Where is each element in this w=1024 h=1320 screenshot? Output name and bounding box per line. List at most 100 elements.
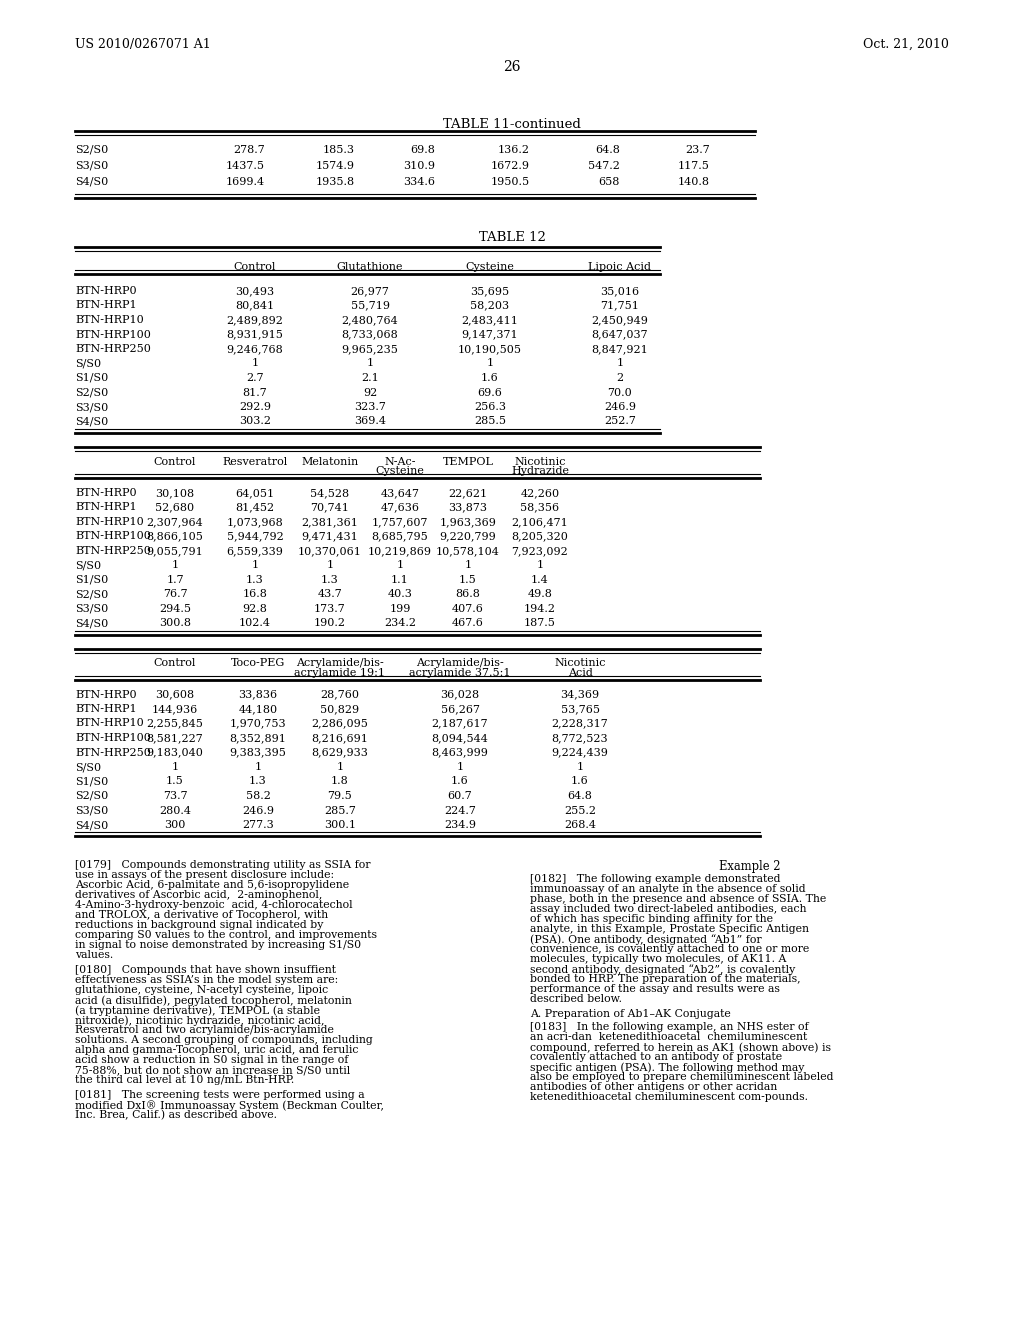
- Text: immunoassay of an analyte in the absence of solid: immunoassay of an analyte in the absence…: [530, 884, 806, 894]
- Text: 22,621: 22,621: [449, 488, 487, 498]
- Text: 9,965,235: 9,965,235: [342, 345, 398, 354]
- Text: BTN-HRP10: BTN-HRP10: [75, 516, 143, 527]
- Text: 256.3: 256.3: [474, 403, 506, 412]
- Text: 2.1: 2.1: [361, 374, 379, 383]
- Text: Control: Control: [154, 659, 197, 668]
- Text: 369.4: 369.4: [354, 417, 386, 426]
- Text: 1699.4: 1699.4: [226, 177, 265, 187]
- Text: 33,836: 33,836: [239, 689, 278, 700]
- Text: Control: Control: [233, 261, 276, 272]
- Text: Lipoic Acid: Lipoic Acid: [589, 261, 651, 272]
- Text: 75-88%, but do not show an increase in S/S0 until: 75-88%, but do not show an increase in S…: [75, 1065, 350, 1076]
- Text: 35,695: 35,695: [470, 286, 510, 296]
- Text: performance of the assay and results were as: performance of the assay and results wer…: [530, 985, 780, 994]
- Text: molecules, typically two molecules, of AK11. A: molecules, typically two molecules, of A…: [530, 954, 786, 964]
- Text: 81,452: 81,452: [236, 502, 274, 512]
- Text: 285.5: 285.5: [474, 417, 506, 426]
- Text: and TROLOX, a derivative of Tocopherol, with: and TROLOX, a derivative of Tocopherol, …: [75, 911, 328, 920]
- Text: 7,923,092: 7,923,092: [512, 545, 568, 556]
- Text: 55,719: 55,719: [350, 301, 389, 310]
- Text: (a tryptamine derivative), TEMPOL (a stable: (a tryptamine derivative), TEMPOL (a sta…: [75, 1006, 319, 1016]
- Text: convenience, is covalently attached to one or more: convenience, is covalently attached to o…: [530, 944, 809, 954]
- Text: 54,528: 54,528: [310, 488, 349, 498]
- Text: 2: 2: [616, 374, 624, 383]
- Text: 86.8: 86.8: [456, 589, 480, 599]
- Text: 1.5: 1.5: [166, 776, 184, 787]
- Text: 8,205,320: 8,205,320: [512, 531, 568, 541]
- Text: [0181]   The screening tests were performed using a: [0181] The screening tests were performe…: [75, 1090, 365, 1101]
- Text: BTN-HRP0: BTN-HRP0: [75, 689, 136, 700]
- Text: 1.1: 1.1: [391, 574, 409, 585]
- Text: 10,370,061: 10,370,061: [298, 545, 361, 556]
- Text: 467.6: 467.6: [452, 618, 484, 628]
- Text: 334.6: 334.6: [403, 177, 435, 187]
- Text: BTN-HRP100: BTN-HRP100: [75, 733, 151, 743]
- Text: 9,224,439: 9,224,439: [552, 747, 608, 758]
- Text: 81.7: 81.7: [243, 388, 267, 397]
- Text: 30,493: 30,493: [236, 286, 274, 296]
- Text: effectiveness as SSIA’s in the model system are:: effectiveness as SSIA’s in the model sys…: [75, 975, 338, 985]
- Text: 26,977: 26,977: [350, 286, 389, 296]
- Text: (PSA). One antibody, designated “Ab1” for: (PSA). One antibody, designated “Ab1” fo…: [530, 935, 762, 945]
- Text: 9,383,395: 9,383,395: [229, 747, 287, 758]
- Text: S4/S0: S4/S0: [75, 820, 109, 830]
- Text: in signal to noise demonstrated by increasing S1/S0: in signal to noise demonstrated by incre…: [75, 940, 361, 950]
- Text: S4/S0: S4/S0: [75, 177, 109, 187]
- Text: 234.2: 234.2: [384, 618, 416, 628]
- Text: S4/S0: S4/S0: [75, 618, 109, 628]
- Text: antibodies of other antigens or other acridan: antibodies of other antigens or other ac…: [530, 1082, 777, 1092]
- Text: 1: 1: [252, 359, 259, 368]
- Text: 2,187,617: 2,187,617: [432, 718, 488, 729]
- Text: BTN-HRP10: BTN-HRP10: [75, 315, 143, 325]
- Text: 47,636: 47,636: [381, 502, 420, 512]
- Text: 1,970,753: 1,970,753: [229, 718, 287, 729]
- Text: 323.7: 323.7: [354, 403, 386, 412]
- Text: 1935.8: 1935.8: [315, 177, 355, 187]
- Text: 277.3: 277.3: [242, 820, 273, 830]
- Text: 30,108: 30,108: [156, 488, 195, 498]
- Text: 2.7: 2.7: [246, 374, 264, 383]
- Text: 1: 1: [537, 560, 544, 570]
- Text: 300.8: 300.8: [159, 618, 191, 628]
- Text: S1/S0: S1/S0: [75, 776, 109, 787]
- Text: 64.8: 64.8: [567, 791, 593, 801]
- Text: Control: Control: [154, 457, 197, 467]
- Text: Nicotinic: Nicotinic: [554, 659, 606, 668]
- Text: 1672.9: 1672.9: [490, 161, 530, 172]
- Text: 185.3: 185.3: [323, 145, 355, 154]
- Text: 1: 1: [337, 762, 344, 772]
- Text: S2/S0: S2/S0: [75, 145, 109, 154]
- Text: 1: 1: [616, 359, 624, 368]
- Text: 1: 1: [254, 762, 261, 772]
- Text: 8,647,037: 8,647,037: [592, 330, 648, 339]
- Text: 246.9: 246.9: [242, 805, 274, 816]
- Text: Hydrazide: Hydrazide: [511, 466, 569, 475]
- Text: 252.7: 252.7: [604, 417, 636, 426]
- Text: 1.4: 1.4: [531, 574, 549, 585]
- Text: 140.8: 140.8: [678, 177, 710, 187]
- Text: S2/S0: S2/S0: [75, 589, 109, 599]
- Text: S/S0: S/S0: [75, 359, 101, 368]
- Text: TABLE 11-continued: TABLE 11-continued: [443, 117, 581, 131]
- Text: 1.7: 1.7: [166, 574, 184, 585]
- Text: 44,180: 44,180: [239, 704, 278, 714]
- Text: 10,578,104: 10,578,104: [436, 545, 500, 556]
- Text: US 2010/0267071 A1: US 2010/0267071 A1: [75, 38, 211, 51]
- Text: 10,219,869: 10,219,869: [368, 545, 432, 556]
- Text: specific antigen (PSA). The following method may: specific antigen (PSA). The following me…: [530, 1063, 805, 1073]
- Text: acid show a reduction in S0 signal in the range of: acid show a reduction in S0 signal in th…: [75, 1055, 348, 1065]
- Text: BTN-HRP100: BTN-HRP100: [75, 531, 151, 541]
- Text: 58,356: 58,356: [520, 502, 559, 512]
- Text: the third cal level at 10 ng/mL Btn-HRP.: the third cal level at 10 ng/mL Btn-HRP.: [75, 1076, 294, 1085]
- Text: 255.2: 255.2: [564, 805, 596, 816]
- Text: N-Ac-: N-Ac-: [384, 457, 416, 467]
- Text: 1437.5: 1437.5: [226, 161, 265, 172]
- Text: 80,841: 80,841: [236, 301, 274, 310]
- Text: 8,772,523: 8,772,523: [552, 733, 608, 743]
- Text: BTN-HRP250: BTN-HRP250: [75, 345, 151, 354]
- Text: second antibody, designated “Ab2”, is covalently: second antibody, designated “Ab2”, is co…: [530, 964, 796, 975]
- Text: comparing S0 values to the control, and improvements: comparing S0 values to the control, and …: [75, 931, 377, 940]
- Text: 8,629,933: 8,629,933: [311, 747, 369, 758]
- Text: 1.3: 1.3: [246, 574, 264, 585]
- Text: of which has specific binding affinity for the: of which has specific binding affinity f…: [530, 915, 773, 924]
